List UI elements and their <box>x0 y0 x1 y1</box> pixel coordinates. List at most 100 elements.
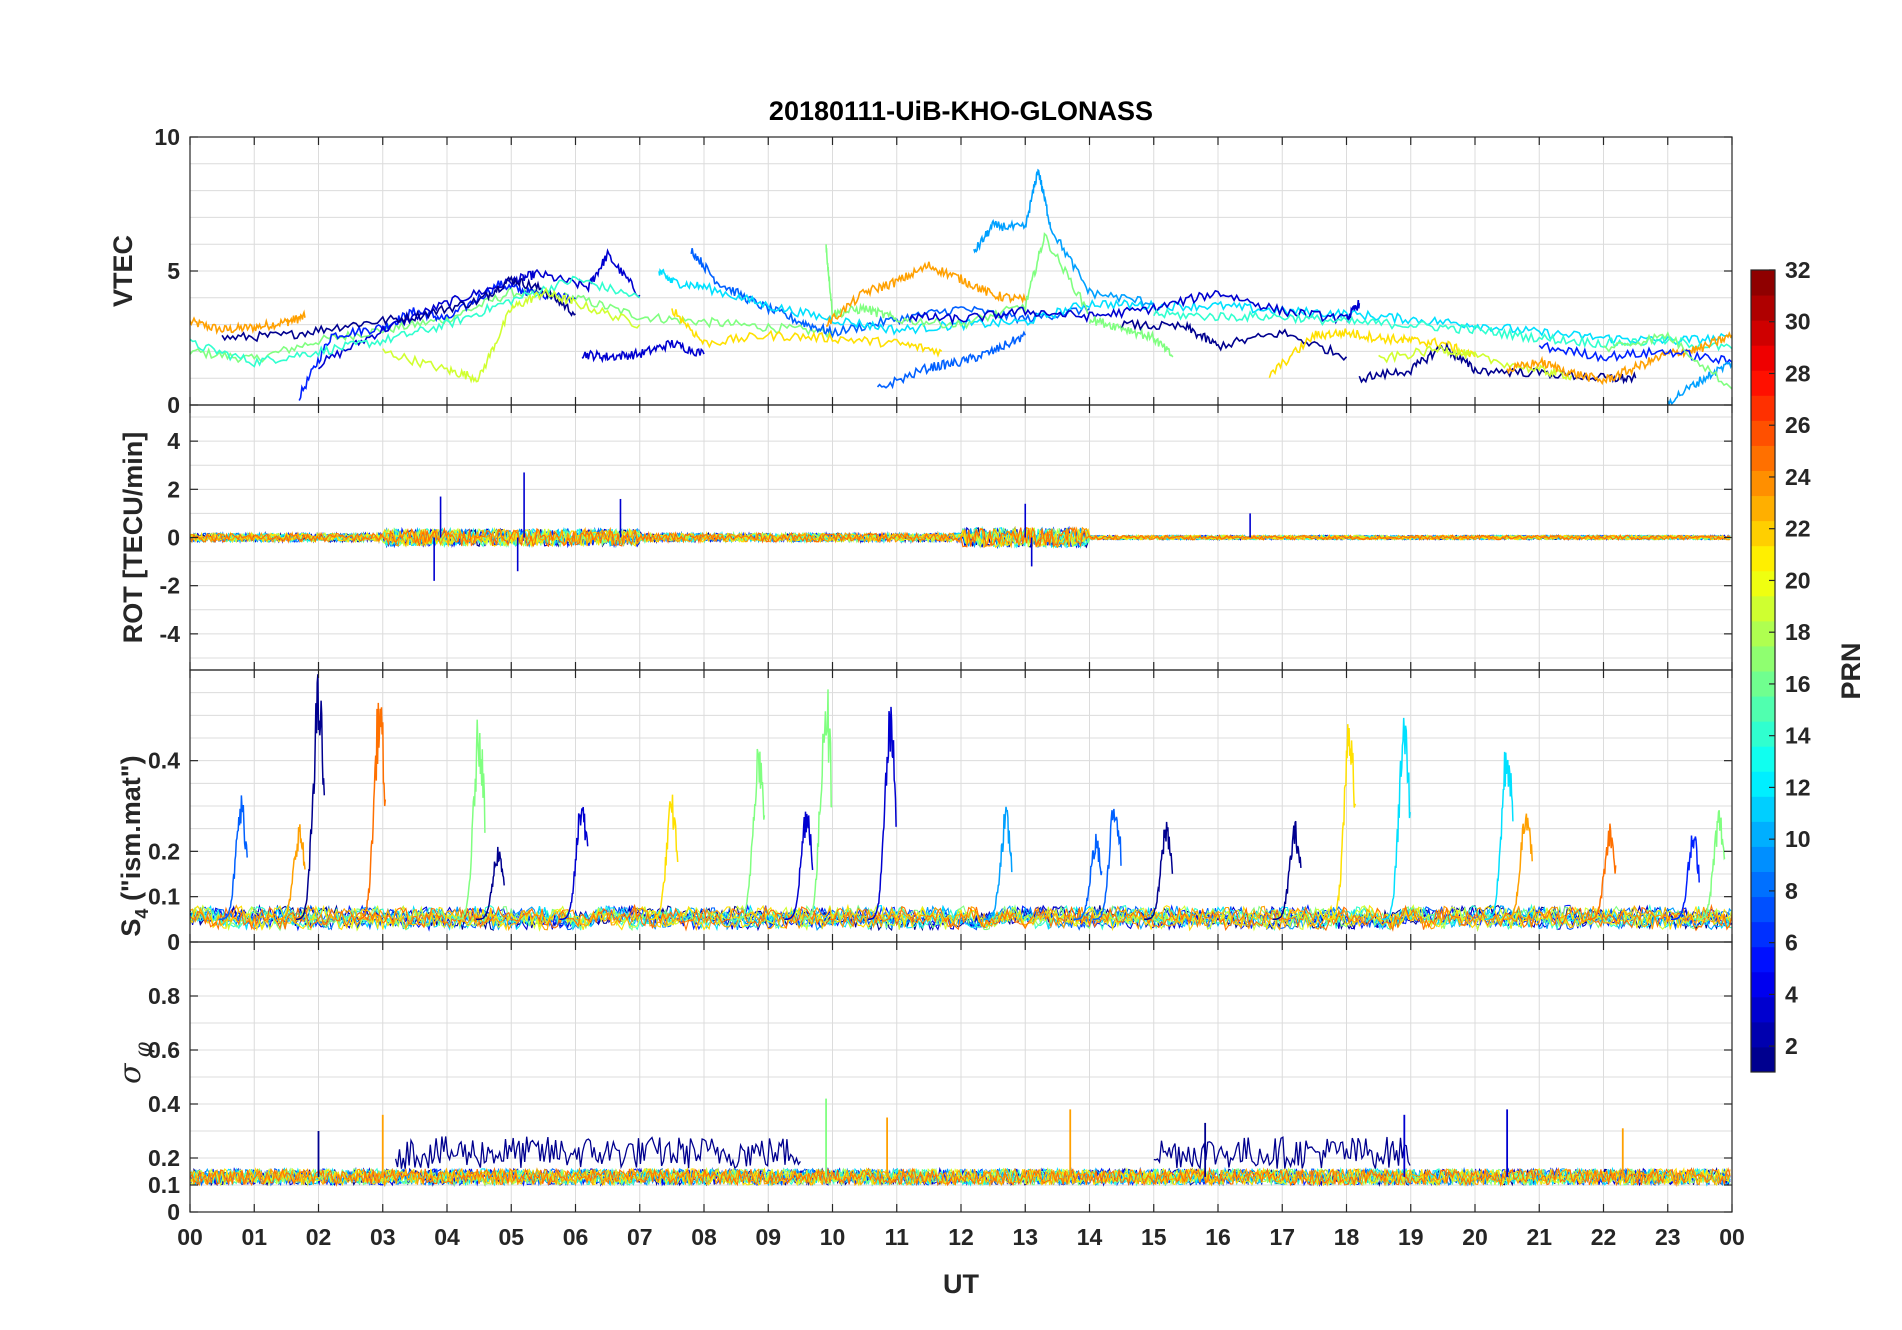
vtec-series-line <box>1538 342 1732 365</box>
colorbar-tick-label: 10 <box>1785 826 1811 852</box>
s4-peak <box>983 806 1013 921</box>
colorbar-segment <box>1751 645 1775 672</box>
s4-peak <box>784 811 814 921</box>
colorbar-segment <box>1751 445 1775 471</box>
s4-peak <box>1671 835 1700 921</box>
y-tick-label: 0.4 <box>148 1091 180 1117</box>
colorbar-tick-label: 16 <box>1785 671 1811 697</box>
vtec-series-line <box>825 261 1027 327</box>
colorbar-tick-label: 6 <box>1785 930 1798 956</box>
x-tick-label: 06 <box>563 1224 589 1250</box>
x-tick-label: 03 <box>370 1224 396 1250</box>
colorbar-tick-label: 18 <box>1785 619 1811 645</box>
x-tick-label: 08 <box>691 1224 717 1250</box>
rot-series <box>190 472 1731 581</box>
sigma-panel: 00.10.2 0.4 0.6 0.8 σφ <box>113 941 1733 1225</box>
x-tick-label: 11 <box>885 1224 910 1250</box>
colorbar-segment <box>1751 395 1775 421</box>
colorbar-tick-label: 30 <box>1785 309 1811 335</box>
vtec-series-line <box>190 286 833 364</box>
x-tick-label: 21 <box>1526 1224 1552 1250</box>
colorbar-segment <box>1751 520 1775 547</box>
s4-peak <box>1144 821 1174 921</box>
s4-peak <box>296 674 326 921</box>
colorbar-segment <box>1751 896 1775 923</box>
colorbar-segment <box>1751 696 1775 722</box>
s4-peak <box>1272 820 1302 921</box>
colorbar-segment <box>1751 545 1775 572</box>
x-tick-label: 12 <box>948 1224 974 1250</box>
colorbar-segment <box>1751 971 1775 998</box>
y-tick-label: 0 <box>167 1199 180 1225</box>
vtec-ylabel: VTEC <box>108 235 138 307</box>
vtec-series-line <box>190 275 641 368</box>
y-tick-label: 0 <box>167 392 180 418</box>
s4-peak <box>1092 808 1122 921</box>
sigma-series-line <box>190 1167 1731 1188</box>
colorbar-tick-label: 14 <box>1785 723 1811 749</box>
x-tick-label: 19 <box>1398 1224 1424 1250</box>
s4-peak <box>1696 809 1726 921</box>
s4-peak <box>1587 823 1617 921</box>
colorbar-segment <box>1751 320 1775 346</box>
x-tick-label: 15 <box>1141 1224 1167 1250</box>
colorbar-segment <box>1751 470 1775 497</box>
x-tick-label: 23 <box>1655 1224 1681 1250</box>
colorbar-frame <box>1750 269 1776 1073</box>
x-tick-label: 20 <box>1462 1224 1488 1250</box>
colorbar-segment <box>1751 921 1775 948</box>
y-tick-label: 0.1 <box>148 884 180 910</box>
colorbar-tick-label: 8 <box>1785 878 1798 904</box>
colorbar-segment <box>1751 721 1775 747</box>
s4-peak <box>475 846 505 921</box>
s4-peak <box>357 702 387 921</box>
x-tick-label: 22 <box>1591 1224 1617 1250</box>
colorbar-segment <box>1751 420 1775 446</box>
colorbar-segment <box>1751 946 1775 973</box>
colorbar-tick-label: 4 <box>1785 981 1798 1007</box>
s4-peak <box>276 824 306 921</box>
colorbar-segment <box>1751 1021 1775 1048</box>
colorbar-segment <box>1751 1046 1775 1073</box>
colorbar-segment <box>1751 270 1775 296</box>
colorbar-tick-label: 2 <box>1785 1033 1798 1059</box>
vtec-series-line <box>221 275 576 343</box>
colorbar-tick-label: 26 <box>1785 412 1811 438</box>
x-tick-label: 18 <box>1334 1224 1360 1250</box>
x-tick-label: 07 <box>627 1224 653 1250</box>
y-tick-label: 0.8 <box>148 983 180 1009</box>
sigma-band <box>1153 1136 1411 1170</box>
y-tick-label: -4 <box>160 621 181 647</box>
y-tick-label: -2 <box>160 573 180 599</box>
s4-series <box>190 674 1732 932</box>
y-tick-label: 0.2 <box>148 838 180 864</box>
x-tick-label: 01 <box>241 1224 267 1250</box>
sigma-band <box>394 1136 801 1170</box>
rot-series-line <box>190 526 1731 548</box>
s4-peak <box>803 689 833 921</box>
x-axis-label: UT <box>943 1269 979 1299</box>
vtec-series-line <box>1153 307 1732 352</box>
vtec-series-line <box>1088 316 1174 358</box>
vtec-series-line <box>671 308 943 358</box>
x-tick-label: 05 <box>498 1224 524 1250</box>
vtec-series-line <box>1268 328 1476 379</box>
s4-series-line <box>190 903 1732 932</box>
chart-title: 20180111-UiB-KHO-GLONASS <box>769 96 1153 126</box>
sigma-series <box>190 1098 1731 1188</box>
vtec-series <box>190 168 1732 405</box>
y-tick-label: 10 <box>154 124 180 150</box>
s4-panel: 0 0.1 0.2 0.4S4 ("ism.mat") <box>116 669 1733 955</box>
colorbar-segment <box>1751 846 1775 872</box>
s4-peak <box>1503 813 1533 921</box>
y-tick-label: 0 <box>167 525 180 551</box>
y-tick-label: 0.2 <box>148 1145 180 1171</box>
s4-peak <box>736 748 766 921</box>
s4-peak <box>559 806 589 921</box>
colorbar-segment <box>1751 495 1775 522</box>
vtec-series-line <box>1667 361 1732 405</box>
colorbar-segment <box>1751 370 1775 396</box>
x-tick-label: 17 <box>1269 1224 1295 1250</box>
colorbar-tick-label: 28 <box>1785 360 1811 386</box>
